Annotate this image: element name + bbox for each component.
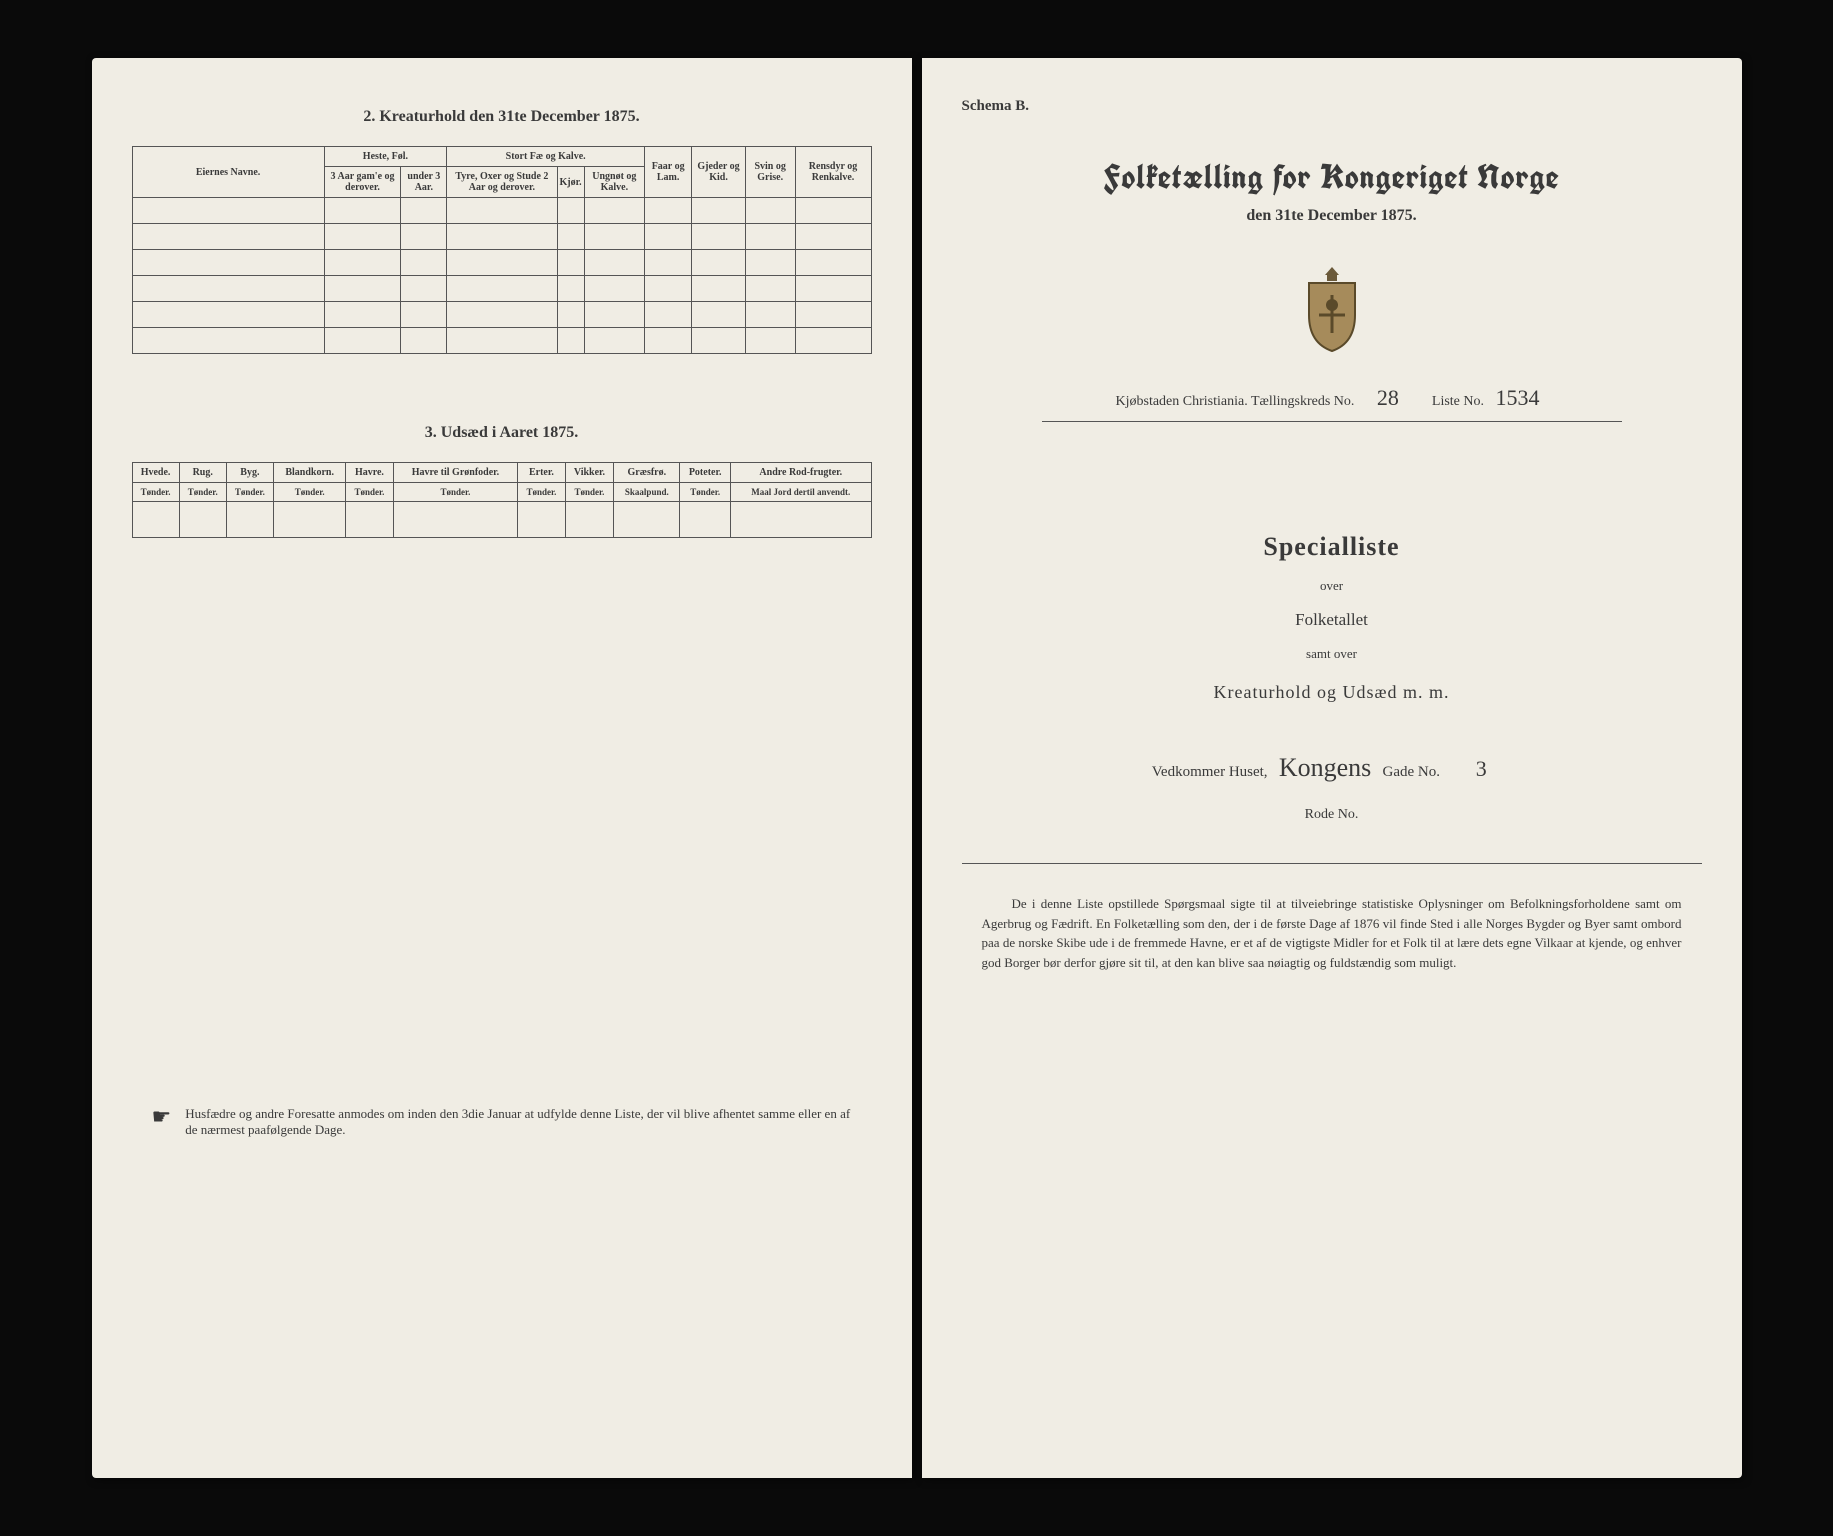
location-label: Kjøbstaden Christiania. Tællingskreds No… [1116, 394, 1355, 409]
table-row [132, 250, 871, 276]
seed-col-header: Erter. [518, 463, 565, 483]
seed-col-header: Hvede. [132, 463, 179, 483]
location-line: Kjøbstaden Christiania. Tællingskreds No… [962, 385, 1702, 411]
seed-cell [565, 502, 614, 538]
seed-col-header: Græsfrø. [614, 463, 680, 483]
seed-table: Hvede.Rug.Byg.Blandkorn.Havre.Havre til … [132, 462, 872, 538]
kreaturhold-label: Kreaturhold og Udsæd m. m. [962, 682, 1702, 703]
seed-cell [680, 502, 731, 538]
seed-col-header: Blandkorn. [273, 463, 345, 483]
seed-col-header: Havre. [346, 463, 393, 483]
table-row [132, 198, 871, 224]
seed-cell [273, 502, 345, 538]
col-owners: Eiernes Navne. [132, 147, 324, 198]
seed-col-header: Byg. [226, 463, 273, 483]
seed-cell [346, 502, 393, 538]
right-page: Schema B. Folketælling for Kongeriget No… [922, 58, 1742, 1478]
seed-cell [226, 502, 273, 538]
seed-cell [731, 502, 871, 538]
house-label: Vedkommer Huset, [1152, 764, 1268, 780]
samt-over-label: samt over [962, 646, 1702, 662]
col-pigs: Svin og Grise. [745, 147, 795, 198]
seed-cell [132, 502, 179, 538]
seed-col-unit: Tønder. [273, 483, 345, 502]
seed-col-unit: Tønder. [393, 483, 518, 502]
gade-label: Gade No. [1383, 764, 1440, 780]
col-sheep: Faar og Lam. [645, 147, 692, 198]
seed-col-unit: Tønder. [565, 483, 614, 502]
table-row [132, 328, 871, 354]
coat-of-arms-icon [1297, 265, 1367, 355]
liste-no-value: 1534 [1488, 385, 1548, 411]
rode-line: Rode No. [962, 807, 1702, 823]
liste-label: Liste No. [1432, 394, 1484, 409]
over-label: over [962, 578, 1702, 594]
col-horses-0: 3 Aar gam'e og derover. [324, 167, 401, 198]
section3-title: 3. Udsæd i Aaret 1875. [132, 424, 872, 442]
table-row [132, 276, 871, 302]
table-row [132, 224, 871, 250]
col-goats: Gjeder og Kid. [692, 147, 746, 198]
seed-col-unit: Tønder. [680, 483, 731, 502]
table-row [132, 302, 871, 328]
special-block: Specialliste over Folketallet samt over … [962, 532, 1702, 703]
livestock-table: Eiernes Navne. Heste, Føl. Stort Fæ og K… [132, 146, 872, 354]
street-value: Kongens [1279, 753, 1371, 783]
footnote-text: Husfædre og andre Foresatte anmodes om i… [185, 1106, 851, 1138]
seed-col-unit: Tønder. [226, 483, 273, 502]
seed-cell [518, 502, 565, 538]
table-row [132, 502, 871, 538]
col-cattle-1: Kjør. [557, 167, 584, 198]
document-spread: 2. Kreaturhold den 31te December 1875. E… [92, 58, 1742, 1478]
col-horses-group: Heste, Føl. [324, 147, 447, 167]
seed-col-header: Andre Rod-frugter. [731, 463, 871, 483]
col-horses-1: under 3 Aar. [401, 167, 447, 198]
house-line: Vedkommer Huset, Kongens Gade No. 3 [962, 753, 1702, 783]
seed-col-unit: Tønder. [179, 483, 226, 502]
section2-title: 2. Kreaturhold den 31te December 1875. [132, 108, 872, 126]
seed-col-unit: Skaalpund. [614, 483, 680, 502]
seed-col-header: Havre til Grønfoder. [393, 463, 518, 483]
divider [962, 863, 1702, 864]
seed-col-unit: Tønder. [346, 483, 393, 502]
footnote: ☛ Husfædre og andre Foresatte anmodes om… [152, 1106, 852, 1138]
gade-no-value: 3 [1451, 756, 1511, 782]
rode-label: Rode No. [1305, 807, 1359, 822]
seed-col-unit: Tønder. [132, 483, 179, 502]
seed-col-header: Rug. [179, 463, 226, 483]
seed-col-header: Poteter. [680, 463, 731, 483]
divider [1042, 421, 1622, 422]
col-cattle-2: Ungnøt og Kalve. [584, 167, 644, 198]
seed-cell [614, 502, 680, 538]
kreds-no-value: 28 [1358, 385, 1418, 411]
folketallet-label: Folketallet [962, 610, 1702, 630]
disclaimer-text: De i denne Liste opstillede Spørgsmaal s… [962, 894, 1702, 972]
seed-col-header: Vikker. [565, 463, 614, 483]
seed-cell [179, 502, 226, 538]
sub-date: den 31te December 1875. [962, 207, 1702, 225]
seed-col-unit: Tønder. [518, 483, 565, 502]
col-cattle-0: Tyre, Oxer og Stude 2 Aar og derover. [447, 167, 557, 198]
main-title: Folketælling for Kongeriget Norge [962, 155, 1702, 199]
left-page: 2. Kreaturhold den 31te December 1875. E… [92, 58, 912, 1478]
col-reindeer: Rensdyr og Renkalve. [795, 147, 871, 198]
special-heading: Specialliste [962, 532, 1702, 562]
schema-label: Schema B. [962, 98, 1702, 115]
col-cattle-group: Stort Fæ og Kalve. [447, 147, 645, 167]
pointing-hand-icon: ☛ [152, 1106, 172, 1128]
seed-cell [393, 502, 518, 538]
seed-col-unit: Maal Jord dertil anvendt. [731, 483, 871, 502]
